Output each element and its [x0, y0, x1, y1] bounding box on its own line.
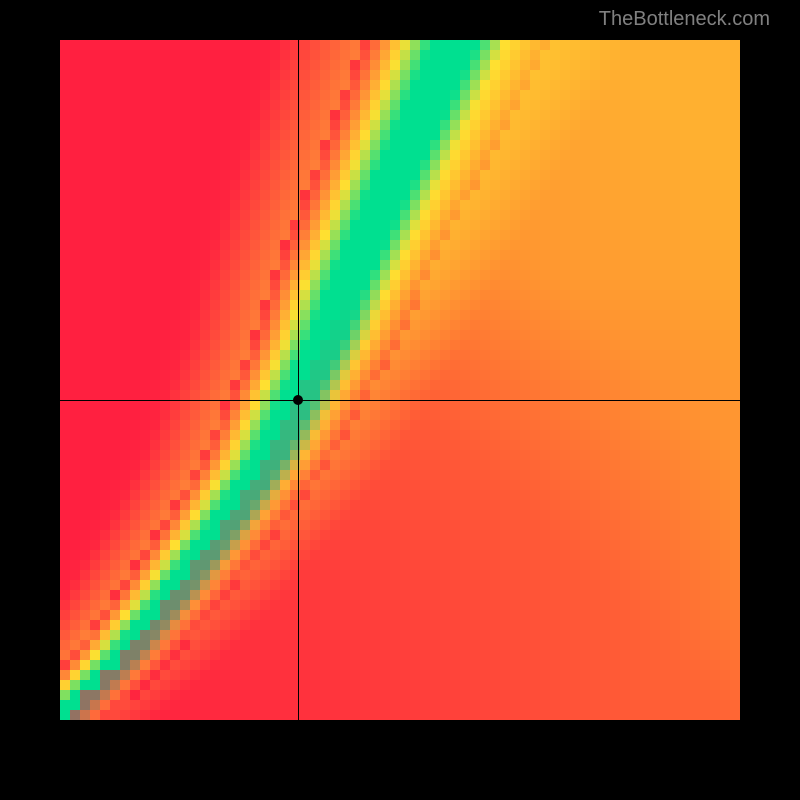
heatmap-plot-area: [60, 40, 740, 720]
crosshair-marker: [293, 395, 303, 405]
crosshair-vertical: [298, 40, 299, 720]
crosshair-horizontal: [60, 400, 740, 401]
watermark-text: TheBottleneck.com: [599, 8, 770, 31]
heatmap-canvas: [60, 40, 740, 720]
